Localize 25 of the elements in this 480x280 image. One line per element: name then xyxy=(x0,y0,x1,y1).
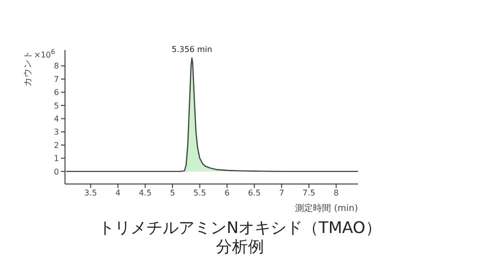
x-tick-label: 7.5 xyxy=(302,188,316,198)
x-tick-label: 4.5 xyxy=(138,188,152,198)
x-tick-label: 3.5 xyxy=(84,188,98,198)
y-tick-label: 7 xyxy=(54,74,59,84)
text: トリメチルアミンNオキシド（TMAO） xyxy=(98,218,382,237)
x-axis-title: 測定時間 (min) xyxy=(295,202,358,215)
y-tick-label: 1 xyxy=(54,154,59,164)
text: ×10$^{6}$ xyxy=(34,48,56,60)
text: 分析例 xyxy=(216,237,264,256)
x-tick-label: 4 xyxy=(115,188,120,198)
y-tick-label: 2 xyxy=(54,140,59,150)
x-tick-label: 5 xyxy=(170,188,176,198)
y-tick-label: 0 xyxy=(54,167,59,176)
annotation: 5.356 min xyxy=(170,44,214,54)
y-tick-label: 3 xyxy=(54,128,59,137)
x-tick-label: 6 xyxy=(224,188,230,198)
y-tick-label: 8 xyxy=(54,62,59,71)
y-tick-label: 5 xyxy=(54,101,59,110)
x-tick-label: 6.5 xyxy=(248,188,261,198)
y-tick-label: 6 xyxy=(54,88,59,98)
y-tick-label: 4 xyxy=(54,114,59,124)
x-tick-label: 8 xyxy=(334,188,339,198)
x-tick-label: 7 xyxy=(279,188,284,198)
y-axis-title: カウント xyxy=(22,50,34,86)
x-tick-label: 5.5 xyxy=(193,188,206,198)
